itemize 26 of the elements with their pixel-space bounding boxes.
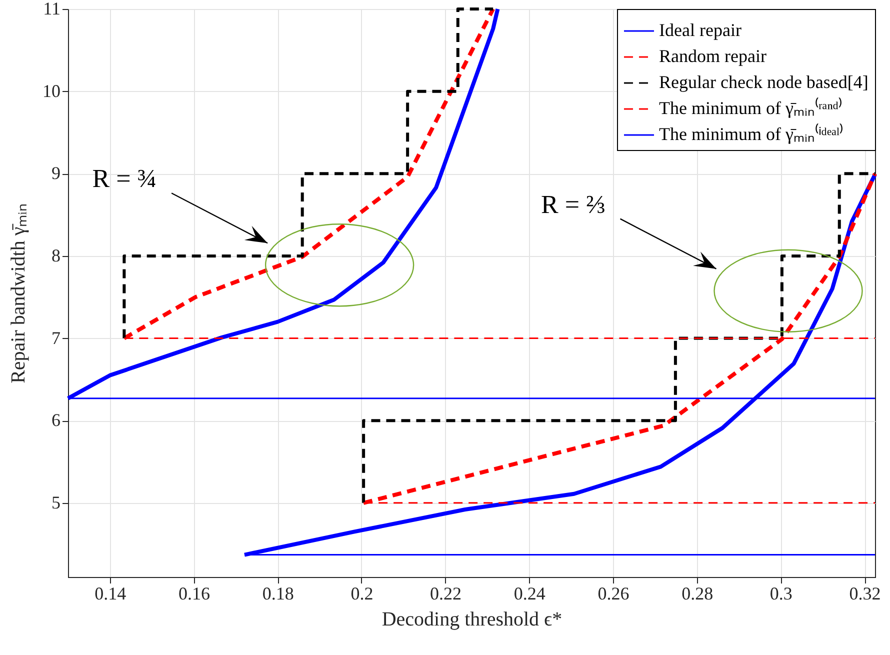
- x-tick-label: 0.24: [514, 584, 546, 604]
- legend-label: Regular check node based[4]: [659, 72, 868, 92]
- annotation: R = ⅔: [540, 190, 606, 219]
- legend-label: Ideal repair: [659, 20, 742, 40]
- y-tick-label: 5: [52, 492, 60, 512]
- y-tick-label: 11: [43, 0, 60, 18]
- x-tick-label: 0.14: [94, 584, 126, 604]
- y-tick-label: 8: [52, 245, 60, 266]
- annotation: R = ¾: [92, 164, 157, 194]
- legend-label: The minimum of γ̄ₘᵢₙ⁽ⁱᵈᵉᵃˡ⁾: [659, 123, 844, 144]
- x-tick-label: 0.22: [430, 584, 462, 604]
- y-tick-label: 9: [52, 163, 60, 184]
- x-tick-label: 0.26: [598, 584, 630, 604]
- legend-label: The minimum of γ̄ₘᵢₙ⁽ʳᵃⁿᵈ⁾: [659, 97, 842, 118]
- y-tick-label: 6: [52, 410, 60, 430]
- y-axis-title: Repair bandwidth γ̄ₘᵢₙ: [8, 204, 30, 384]
- x-axis-title: Decoding threshold ϵ*: [382, 608, 562, 630]
- x-tick-label: 0.2: [350, 584, 374, 604]
- x-tick-label: 0.32: [849, 584, 881, 604]
- x-tick-label: 0.18: [262, 584, 294, 604]
- legend-label: Random repair: [659, 46, 766, 66]
- y-tick-label: 7: [52, 328, 60, 348]
- x-tick-label: 0.16: [178, 584, 210, 604]
- x-tick-label: 0.3: [770, 584, 792, 604]
- x-tick-label: 0.28: [682, 584, 714, 604]
- y-tick-label: 10: [42, 80, 60, 101]
